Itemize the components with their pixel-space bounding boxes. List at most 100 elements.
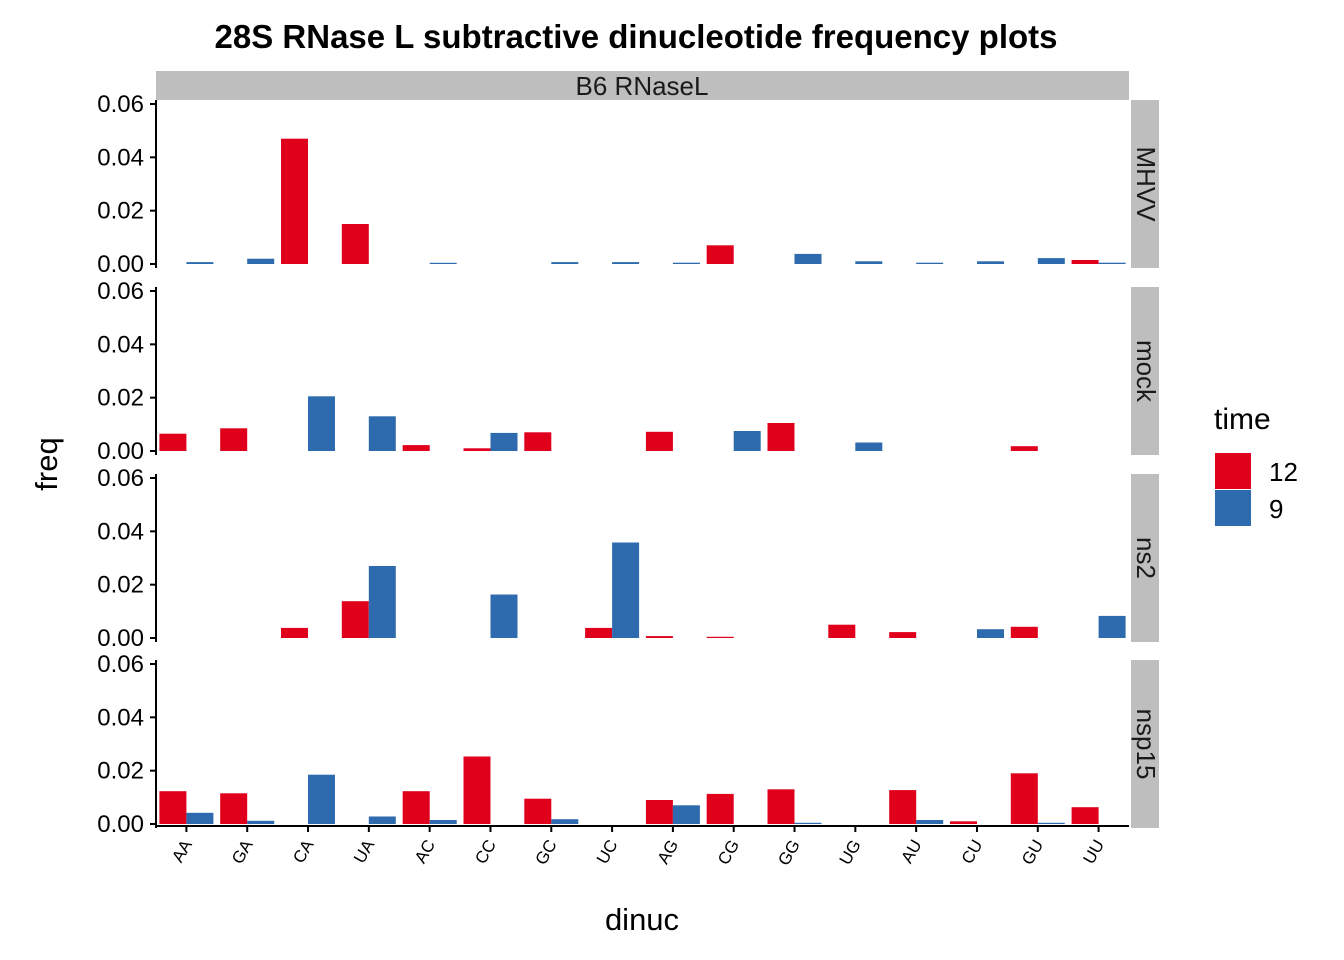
x-tick-label: CC xyxy=(471,837,500,868)
x-tick-label: UC xyxy=(593,837,622,868)
y-tick-label: 0.04 xyxy=(97,331,144,358)
bar-12-UU xyxy=(1071,807,1099,824)
x-tick-label: AU xyxy=(897,837,925,867)
x-tick-label: GC xyxy=(532,837,561,869)
legend: time 12 9 xyxy=(1214,403,1298,526)
bar-12-CA xyxy=(281,627,308,638)
bar-9-GG xyxy=(794,822,822,824)
x-tick-label: GG xyxy=(774,837,804,869)
bar-12-UA xyxy=(341,601,369,638)
y-tick-label: 0.00 xyxy=(97,251,144,278)
row-strip-label: mock xyxy=(1131,340,1161,403)
legend-label-12: 12 xyxy=(1269,457,1298,487)
facet-panels: MHVV 0.00 0.02 0.04 0.06 mock 0.00 0.02 0.04 0.06… xyxy=(97,91,1161,838)
column-strip-label: B6 RNaseL xyxy=(576,71,709,101)
row-strip-label: nsp15 xyxy=(1131,709,1161,780)
bar-9-GC xyxy=(551,819,579,824)
row-strip-label: MHVV xyxy=(1131,146,1161,222)
x-tick-label: UG xyxy=(836,837,865,869)
row-strip xyxy=(1131,287,1159,455)
x-tick-label: AA xyxy=(168,836,196,866)
bar-9-CA xyxy=(308,396,335,451)
bar-9-AC xyxy=(429,820,457,824)
column-strip xyxy=(156,71,1129,100)
bar-12-CC xyxy=(463,756,491,824)
bar-12-GU xyxy=(1010,446,1038,451)
facet-panel-mhvv: MHVV 0.00 0.02 0.04 0.06 xyxy=(97,91,1161,278)
bar-9-UA xyxy=(368,566,396,638)
bar-9-CC xyxy=(490,594,518,638)
bar-12-UU xyxy=(1071,260,1099,264)
x-axis: AA GA CA UA AC CC GC UC AG CG GG UG AU CU GU UU xyxy=(156,825,1129,869)
row-strip xyxy=(1131,474,1159,642)
facet-panel-mock: mock 0.00 0.02 0.04 0.06 xyxy=(97,278,1161,465)
facet-panel-nsp15: nsp15 0.00 0.02 0.04 0.06 xyxy=(97,651,1161,838)
y-tick-label: 0.02 xyxy=(97,572,144,599)
y-tick-label: 0.04 xyxy=(97,518,144,545)
bar-12-AA xyxy=(159,791,187,824)
bar-9-UA xyxy=(368,816,396,824)
bar-9-UC xyxy=(612,542,640,638)
row-strip-label: ns2 xyxy=(1131,537,1161,579)
bar-9-CC xyxy=(490,432,518,451)
bar-12-AC xyxy=(402,445,430,451)
y-tick-label: 0.02 xyxy=(97,385,144,412)
bar-12-GA xyxy=(220,428,248,451)
bar-12-CG xyxy=(706,793,734,824)
x-tick-label: CG xyxy=(714,837,743,869)
bar-9-AG xyxy=(672,262,700,264)
bar-12-AG xyxy=(645,431,673,451)
bar-12-AA xyxy=(159,433,187,451)
bar-12-AU xyxy=(889,790,917,824)
bar-9-UG xyxy=(855,442,883,451)
bar-9-AA xyxy=(186,812,214,824)
bar-9-AA xyxy=(186,262,214,264)
bar-9-UU xyxy=(1098,615,1126,638)
x-tick-label: GU xyxy=(1018,837,1047,869)
chart-title: 28S RNase L subtractive dinucleotide fre… xyxy=(215,18,1058,55)
y-tick-label: 0.06 xyxy=(97,278,144,305)
bar-9-UA xyxy=(368,416,396,451)
bar-12-UC xyxy=(585,627,613,638)
bar-9-AG xyxy=(672,805,700,824)
x-tick-label: GA xyxy=(228,836,257,867)
x-tick-label: AC xyxy=(411,837,439,867)
bar-9-CG xyxy=(733,431,761,451)
facet-panel-ns2: ns2 0.00 0.02 0.04 0.06 xyxy=(97,465,1161,652)
bar-12-GC xyxy=(524,798,552,824)
x-tick-label: CU xyxy=(958,837,987,868)
bar-12-GA xyxy=(220,793,248,824)
legend-swatch-12 xyxy=(1215,453,1251,489)
bar-12-AC xyxy=(402,791,430,824)
bar-12-CU xyxy=(950,821,977,824)
legend-label-9: 9 xyxy=(1269,494,1283,524)
bar-12-AG xyxy=(645,636,673,638)
row-strip xyxy=(1131,660,1159,828)
bar-12-CG xyxy=(706,636,734,638)
x-tick-label: UU xyxy=(1079,837,1108,868)
bar-12-GC xyxy=(524,432,552,451)
bar-9-GG xyxy=(794,253,822,264)
y-tick-label: 0.06 xyxy=(97,465,144,492)
bar-9-AU xyxy=(916,820,944,824)
bar-12-GU xyxy=(1010,626,1038,638)
y-tick-label: 0.00 xyxy=(97,625,144,652)
bar-12-CA xyxy=(281,138,308,264)
x-axis-title: dinuc xyxy=(605,902,679,937)
bar-9-GU xyxy=(1037,822,1065,824)
y-tick-label: 0.06 xyxy=(97,91,144,118)
y-tick-label: 0.04 xyxy=(97,704,144,731)
x-tick-label: CA xyxy=(289,836,318,867)
y-tick-label: 0.00 xyxy=(97,811,144,838)
bar-12-CC xyxy=(463,448,491,451)
bar-9-UG xyxy=(855,261,883,264)
bar-9-GU xyxy=(1037,258,1065,264)
y-tick-label: 0.00 xyxy=(97,438,144,465)
bar-12-AG xyxy=(645,800,673,824)
bar-9-AC xyxy=(429,262,457,264)
bar-9-GC xyxy=(551,262,579,264)
row-strip xyxy=(1131,100,1159,268)
y-axis-title: freq xyxy=(29,437,64,490)
x-tick-label: AG xyxy=(654,837,683,868)
bar-12-GG xyxy=(767,789,795,824)
